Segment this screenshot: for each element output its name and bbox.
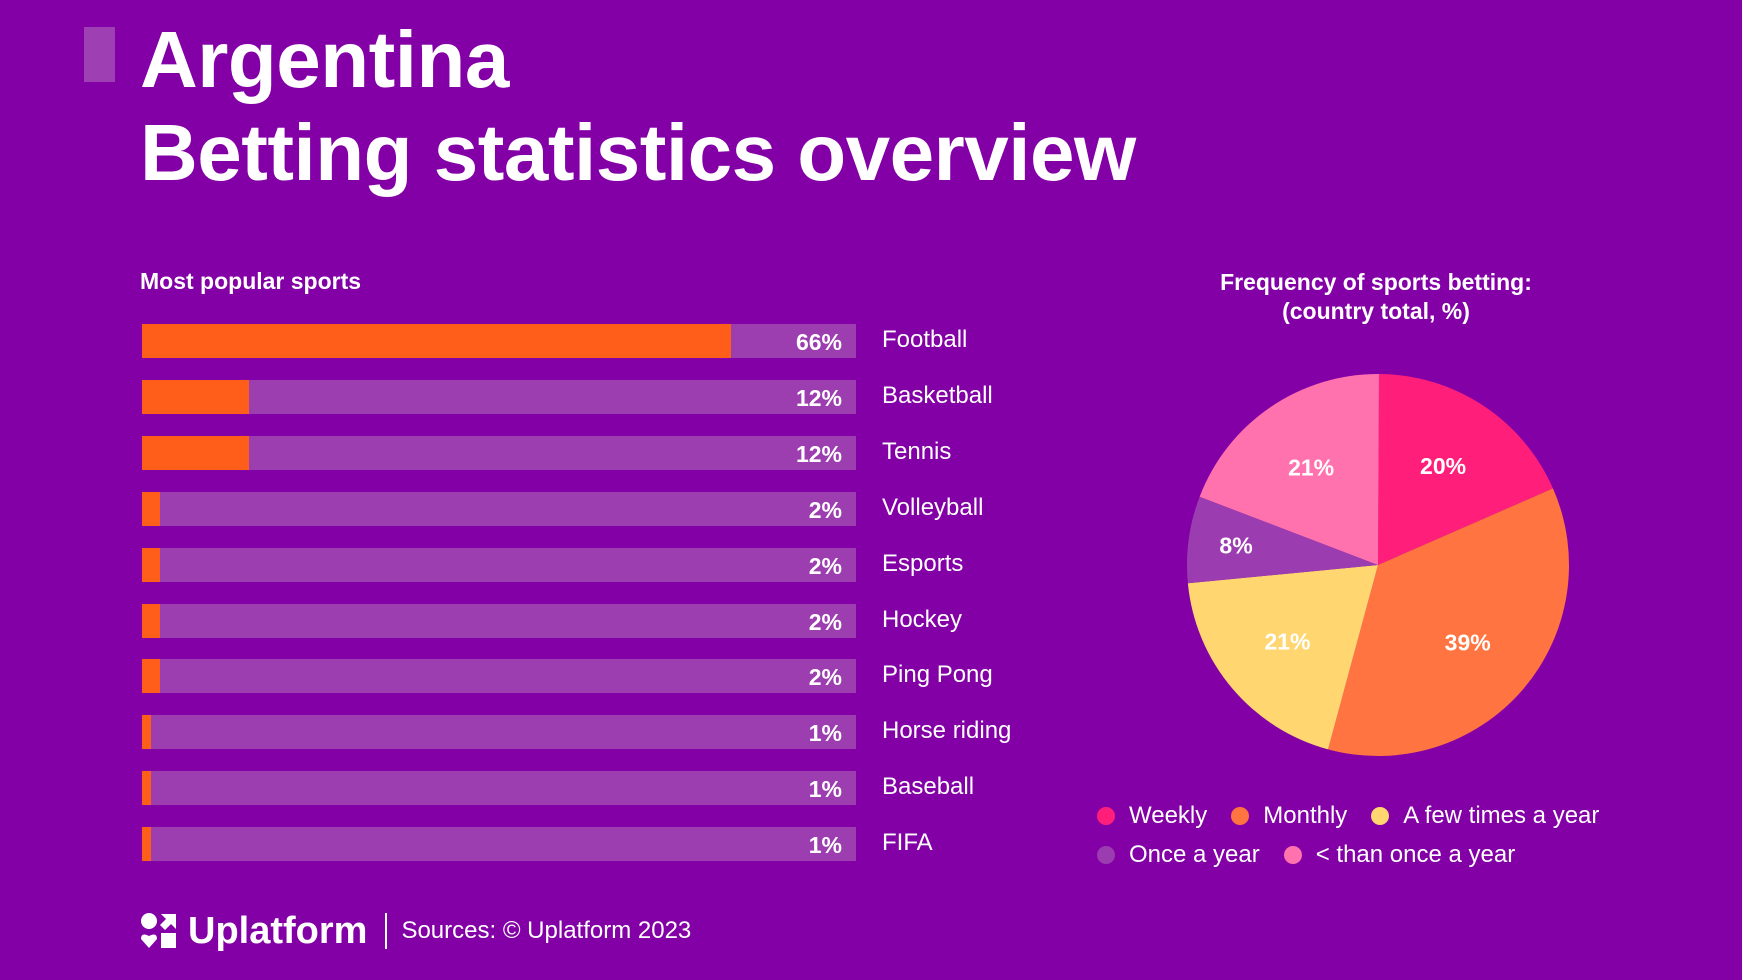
legend-item: Weekly bbox=[1097, 802, 1207, 830]
page-title: Betting statistics overview bbox=[140, 108, 1136, 197]
bar-fill bbox=[142, 547, 160, 582]
bar-track bbox=[142, 827, 856, 862]
bar-track bbox=[142, 659, 856, 694]
legend-dot-icon bbox=[1283, 846, 1302, 864]
bar-value-label: 2% bbox=[808, 496, 842, 523]
legend-label: Once a year bbox=[1129, 841, 1260, 868]
bar-row: 1% Baseball bbox=[142, 771, 974, 806]
bar-value-label: 12% bbox=[795, 384, 842, 411]
bar-fill bbox=[142, 827, 151, 862]
legend-item: Monthly bbox=[1231, 802, 1347, 830]
bar-fill bbox=[142, 603, 160, 638]
bar-track bbox=[142, 603, 856, 638]
bar-fill bbox=[142, 715, 151, 750]
legend-label: Monthly bbox=[1263, 802, 1348, 829]
bar-category-label: Basketball bbox=[882, 381, 993, 409]
bar-row: 12% Basketball bbox=[142, 379, 993, 414]
bar-category-label: Volleyball bbox=[882, 493, 984, 521]
bar-fill bbox=[142, 324, 732, 358]
bar-category-label: Hockey bbox=[882, 605, 963, 633]
pie-chart-title: Frequency of sports betting: (country to… bbox=[1176, 268, 1576, 326]
legend-label: Weekly bbox=[1129, 802, 1208, 829]
pie-slice bbox=[1199, 374, 1380, 565]
bar-category-label: Football bbox=[882, 326, 968, 353]
bar-row: 2% Volleyball bbox=[142, 491, 983, 526]
legend-dot-icon bbox=[1231, 807, 1250, 825]
page-title-country: Argentina bbox=[140, 15, 509, 104]
bar-track bbox=[142, 379, 856, 414]
bar-row: 12% Tennis bbox=[142, 435, 951, 470]
bar-category-label: Tennis bbox=[882, 437, 952, 465]
bar-fill bbox=[142, 771, 151, 806]
pie-slice-label: 39% bbox=[1445, 629, 1491, 655]
bar-value-label: 12% bbox=[795, 440, 842, 467]
bar-category-label: Esports bbox=[882, 549, 964, 577]
bar-row: 66% Football bbox=[142, 324, 967, 358]
sources-text: Sources: © Uplatform 2023 bbox=[401, 917, 692, 944]
pie-slice-label: 21% bbox=[1264, 628, 1310, 654]
bar-value-label: 1% bbox=[808, 776, 842, 803]
pie-slice bbox=[1187, 496, 1378, 584]
pie-slice-label: 21% bbox=[1288, 454, 1334, 480]
bar-value-label: 66% bbox=[795, 329, 842, 355]
bar-row: 2% Ping Pong bbox=[142, 659, 993, 694]
legend-dot-icon bbox=[1097, 846, 1115, 864]
bar-fill bbox=[142, 659, 160, 694]
bar-value-label: 1% bbox=[808, 720, 842, 747]
pie-slice-label: 20% bbox=[1420, 453, 1466, 479]
footer-divider bbox=[385, 913, 388, 949]
bar-row: 2% Hockey bbox=[142, 603, 962, 638]
brand-name: Uplatform bbox=[188, 909, 368, 952]
pie-slice bbox=[1328, 488, 1569, 757]
pie-slice bbox=[1187, 565, 1378, 750]
bar-value-label: 1% bbox=[808, 832, 842, 859]
legend-item: < than once a year bbox=[1283, 841, 1516, 869]
bar-row: 1% FIFA bbox=[142, 827, 933, 862]
bar-value-label: 2% bbox=[808, 664, 842, 691]
legend-dot-icon bbox=[1097, 807, 1115, 825]
bar-fill bbox=[142, 435, 250, 470]
pie-chart-subtitle: (country total, %) bbox=[1282, 298, 1470, 324]
pie-slice-label: 8% bbox=[1219, 533, 1252, 559]
bar-track bbox=[142, 491, 856, 526]
bar-track bbox=[142, 547, 856, 582]
legend-label: < than once a year bbox=[1315, 841, 1516, 868]
legend-label: A few times a year bbox=[1403, 802, 1600, 829]
bar-category-label: FIFA bbox=[882, 829, 933, 857]
bar-category-label: Ping Pong bbox=[882, 661, 993, 689]
bar-track bbox=[142, 771, 856, 806]
uplatform-logo-icon bbox=[141, 913, 176, 948]
bar-chart-title: Most popular sports bbox=[140, 268, 362, 294]
legend-dot-icon bbox=[1371, 807, 1390, 825]
pie-chart-title-line1: Frequency of sports betting: bbox=[1220, 269, 1532, 295]
pie-legend-row-2: Once a year < than once a year bbox=[1097, 841, 1539, 869]
bar-value-label: 2% bbox=[808, 552, 842, 579]
bar-row: 2% Esports bbox=[142, 547, 963, 582]
bar-fill bbox=[142, 379, 250, 414]
bar-track bbox=[142, 435, 856, 470]
bar-value-label: 2% bbox=[808, 608, 842, 635]
legend-item: Once a year bbox=[1097, 841, 1260, 869]
pie-slice bbox=[1378, 374, 1553, 565]
bar-track bbox=[142, 715, 856, 750]
bar-fill bbox=[142, 491, 160, 526]
legend-item: A few times a year bbox=[1371, 802, 1599, 830]
bar-category-label: Horse riding bbox=[882, 717, 1012, 745]
title-accent-block bbox=[84, 27, 115, 82]
bar-category-label: Baseball bbox=[882, 773, 975, 801]
bar-row: 1% Horse riding bbox=[142, 715, 1011, 750]
footer: Uplatform Sources: © Uplatform 2023 bbox=[140, 906, 691, 956]
pie-legend-row-1: Weekly Monthly A few times a year bbox=[1097, 802, 1623, 830]
